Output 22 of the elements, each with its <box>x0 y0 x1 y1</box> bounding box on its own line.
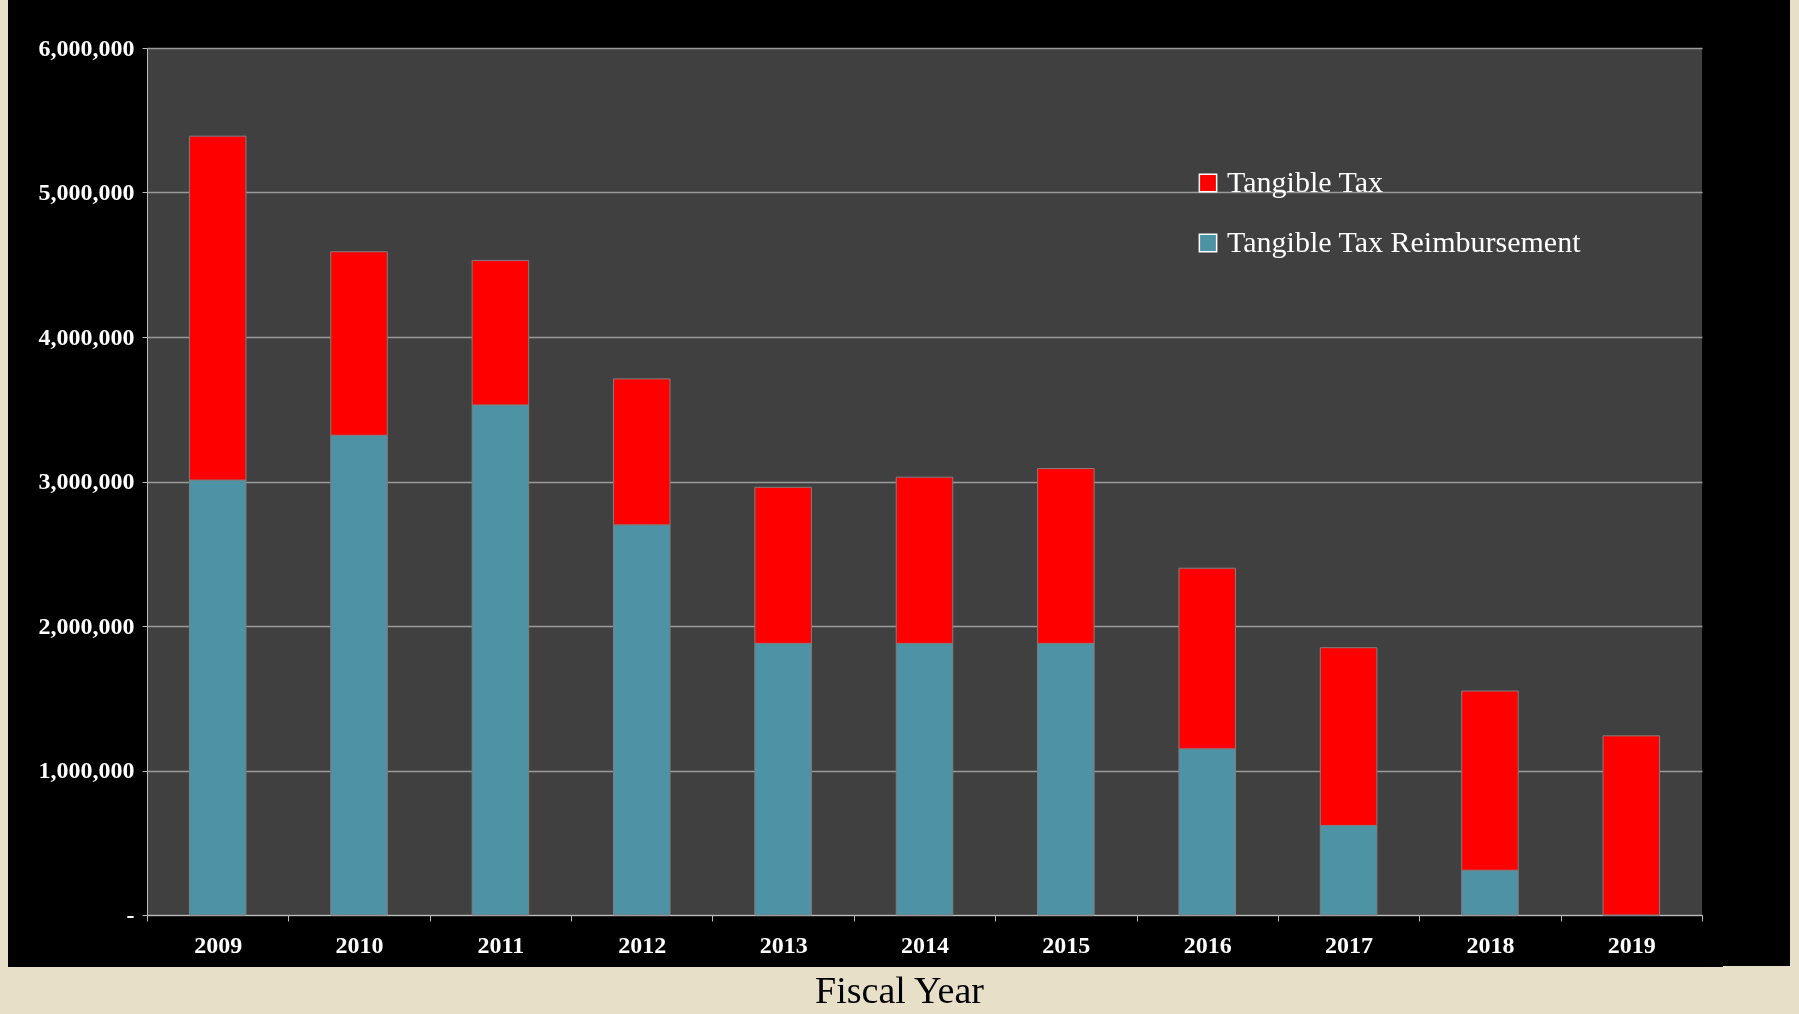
y-tick-label: 1,000,000 <box>38 757 135 783</box>
x-tick-label: 2019 <box>1607 931 1656 958</box>
x-tick-label: 2013 <box>759 931 808 958</box>
x-tick-label: 2012 <box>618 931 667 958</box>
y-tick-label: - <box>126 901 135 928</box>
x-tick-label: 2014 <box>901 931 949 958</box>
x-tick-label: 2015 <box>1042 931 1091 958</box>
x-tick-label: 2017 <box>1325 931 1374 958</box>
x-axis-title: Fiscal Year <box>814 968 985 1012</box>
x-tick-label: 2016 <box>1183 931 1232 958</box>
x-tick-label: 2009 <box>194 931 243 958</box>
y-tick-label: 4,000,000 <box>38 323 135 350</box>
y-tick-label: 2,000,000 <box>38 612 135 639</box>
y-tick-label: 3,000,000 <box>38 468 135 494</box>
x-tick-label: 2018 <box>1466 931 1515 958</box>
y-tick-label: 6,000,000 <box>38 34 135 61</box>
y-tick-label: 5,000,000 <box>38 179 135 205</box>
x-tick-label: 2010 <box>335 931 384 958</box>
legend-label: Tangible Tax <box>1227 165 1384 198</box>
legend-label: Tangible Tax Reimbursement <box>1227 225 1582 258</box>
bar <box>1602 735 1661 916</box>
x-tick-label: 2011 <box>477 931 525 958</box>
